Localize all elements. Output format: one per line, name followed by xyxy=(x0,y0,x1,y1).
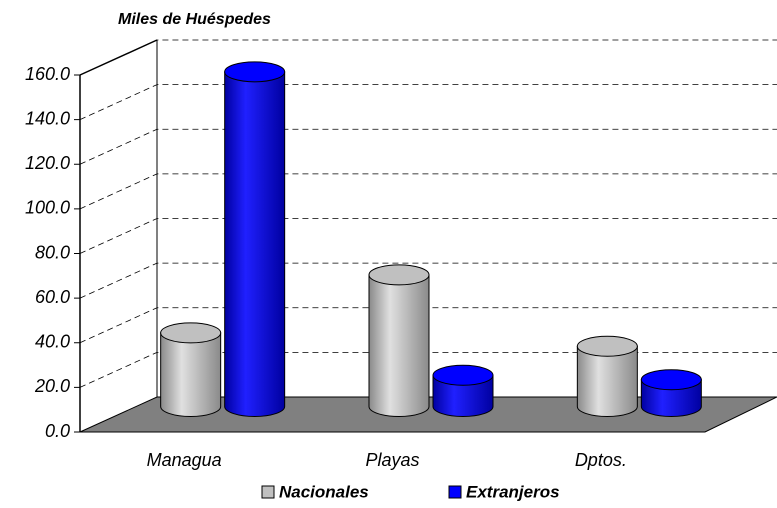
grid-line xyxy=(79,173,777,210)
legend-swatch xyxy=(261,485,275,499)
bar-body xyxy=(160,332,222,417)
y-tick-label: 80.0 xyxy=(35,242,70,262)
y-tick-label: 0.0 xyxy=(45,421,70,441)
legend-label: Extranjeros xyxy=(466,482,560,501)
chart-title: Miles de Huéspedes xyxy=(118,11,271,28)
bar-top xyxy=(368,264,430,286)
grid-line xyxy=(79,39,777,76)
bar-body xyxy=(368,274,430,417)
y-tick-label: 100.0 xyxy=(25,198,70,218)
x-tick-label: Managua xyxy=(147,450,222,470)
bar-top xyxy=(160,322,222,344)
grid-line xyxy=(79,262,777,299)
y-tick-label: 160.0 xyxy=(25,64,70,84)
bar-top xyxy=(224,61,286,83)
y-tick-label: 120.0 xyxy=(25,153,70,173)
bar-body xyxy=(576,345,638,417)
bar-body xyxy=(432,374,494,417)
bar-top xyxy=(576,335,638,357)
y-tick-label: 40.0 xyxy=(35,332,70,352)
grid-line xyxy=(79,128,777,165)
grid-line xyxy=(79,218,777,254)
bar-body xyxy=(224,71,286,417)
grid-line xyxy=(79,307,777,344)
bar-top xyxy=(432,364,494,386)
legend-label: Nacionales xyxy=(279,482,369,501)
legend-swatch xyxy=(448,485,462,499)
x-tick-label: Dptos. xyxy=(575,450,627,470)
bar-top xyxy=(640,369,702,391)
grid-line xyxy=(79,84,777,120)
y-tick-label: 60.0 xyxy=(35,287,70,307)
grid-line xyxy=(79,351,777,388)
x-tick-label: Playas xyxy=(365,450,419,470)
y-tick-label: 140.0 xyxy=(25,108,70,128)
y-tick-label: 20.0 xyxy=(34,376,70,396)
